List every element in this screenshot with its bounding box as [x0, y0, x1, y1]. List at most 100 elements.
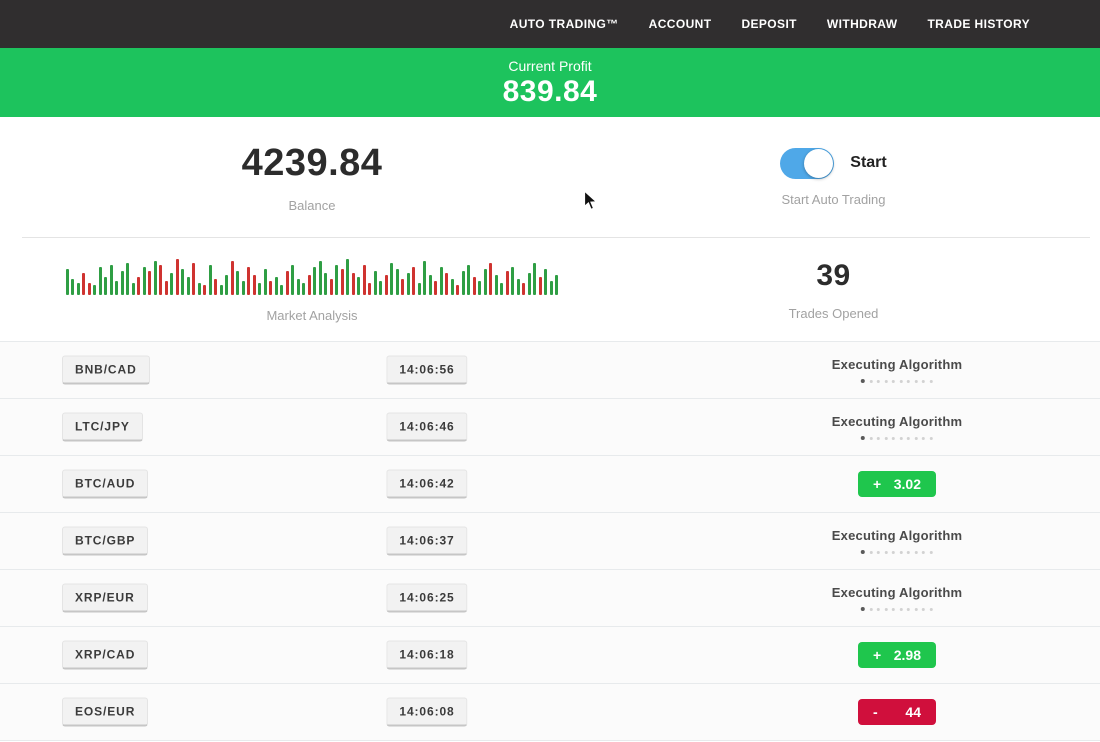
market-bar: [544, 268, 548, 295]
balance-value: 4239.84: [241, 141, 383, 184]
market-bar: [164, 280, 168, 295]
market-bar: [549, 280, 553, 295]
trade-status: Executing Algorithm: [832, 342, 962, 398]
trade-row: LTC/JPY 14:06:46 Executing Algorithm: [0, 399, 1100, 456]
trade-status: + 2.98: [858, 627, 936, 683]
pair-badge[interactable]: BTC/AUD: [62, 469, 149, 499]
nav-item[interactable]: AUTO TRADING™: [509, 17, 619, 31]
market-bar: [390, 262, 394, 295]
market-bar: [428, 274, 432, 295]
pair-badge[interactable]: EOS/EUR: [62, 697, 149, 727]
market-bar: [126, 262, 130, 295]
status-dots-loader: [861, 379, 933, 383]
toggle-knob: [804, 148, 834, 178]
market-bar: [478, 280, 482, 295]
nav-item[interactable]: DEPOSIT: [741, 17, 797, 31]
pair-badge[interactable]: BTC/GBP: [62, 526, 149, 556]
market-bar: [494, 274, 498, 295]
trade-status: Executing Algorithm: [832, 570, 962, 626]
market-bar: [329, 278, 333, 295]
trade-status: + 3.02: [858, 456, 936, 512]
loader-dot: [929, 436, 933, 440]
market-bar: [324, 272, 328, 295]
section-divider: [22, 237, 1090, 238]
market-bar: [538, 276, 542, 295]
loader-dot: [884, 379, 888, 383]
loader-dot: [877, 436, 881, 440]
market-bar: [461, 270, 465, 295]
market-bar: [203, 284, 207, 295]
loader-dot: [869, 607, 873, 611]
time-badge: 14:06:25: [386, 583, 468, 613]
market-analysis-stat: Market Analysis: [0, 238, 624, 341]
loader-dot: [869, 550, 873, 554]
pair-badge[interactable]: BNB/CAD: [62, 355, 150, 385]
market-bar: [417, 282, 421, 295]
market-bar: [296, 278, 300, 295]
market-bar: [516, 278, 520, 295]
loader-dot: [929, 607, 933, 611]
trade-status: - 44: [858, 684, 936, 740]
time-badge: 14:06:56: [386, 355, 468, 385]
status-executing: Executing Algorithm: [832, 585, 962, 611]
loader-dot: [929, 550, 933, 554]
market-bar: [192, 262, 196, 295]
toggle-wrap: Start: [780, 147, 887, 179]
market-bar: [148, 270, 152, 295]
trade-row: EOS/EUR 14:06:08 - 44: [0, 684, 1100, 741]
trades-list: BNB/CAD 14:06:56 Executing Algorithm LTC…: [0, 341, 1100, 741]
auto-trading-toggle[interactable]: [780, 147, 835, 179]
trades-opened-stat: 39 Trades Opened: [624, 238, 1043, 341]
market-bar: [505, 270, 509, 295]
result-amount: 3.02: [893, 476, 921, 492]
market-bar: [159, 264, 163, 295]
market-bar: [230, 260, 234, 295]
loader-dot: [892, 550, 896, 554]
market-bar: [450, 278, 454, 295]
market-bar: [357, 276, 361, 295]
market-bar: [104, 276, 108, 295]
result-amount: 2.98: [893, 647, 921, 663]
profit-banner: Current Profit 839.84: [0, 48, 1100, 117]
loader-dot: [869, 436, 873, 440]
loader-dot: [922, 379, 926, 383]
pair-badge[interactable]: XRP/CAD: [62, 640, 149, 670]
nav-item[interactable]: ACCOUNT: [648, 17, 712, 31]
loader-dot: [922, 550, 926, 554]
market-bar: [291, 264, 295, 295]
market-bar: [500, 282, 504, 295]
time-badge: 14:06:37: [386, 526, 468, 556]
market-bar: [467, 264, 471, 295]
time-badge: 14:06:46: [386, 412, 468, 442]
market-bar: [527, 272, 531, 295]
market-bar: [109, 264, 113, 295]
loader-dot: [899, 379, 903, 383]
status-executing: Executing Algorithm: [832, 528, 962, 554]
loader-dot: [861, 436, 866, 440]
market-bar: [181, 268, 185, 295]
pair-badge[interactable]: XRP/EUR: [62, 583, 148, 613]
market-bar: [98, 266, 102, 295]
time-badge: 14:06:42: [386, 469, 468, 499]
market-bar: [351, 272, 355, 295]
balance-label: Balance: [288, 197, 336, 213]
stats-row-top: 4239.84 Balance Start Start Auto Trading: [0, 117, 1100, 237]
status-label: Executing Algorithm: [831, 585, 963, 600]
market-bar: [219, 284, 223, 295]
loader-dot: [877, 607, 881, 611]
loader-dot: [899, 607, 903, 611]
nav-item[interactable]: WITHDRAW: [826, 17, 898, 31]
loader-dot: [929, 379, 933, 383]
loader-dot: [907, 379, 911, 383]
market-bar: [247, 266, 251, 295]
nav-item[interactable]: TRADE HISTORY: [927, 17, 1030, 31]
market-bar: [142, 266, 146, 295]
market-bar: [368, 282, 372, 295]
status-label: Executing Algorithm: [831, 414, 963, 429]
market-bar: [65, 268, 69, 295]
pair-badge[interactable]: LTC/JPY: [62, 412, 143, 442]
market-bar: [307, 274, 311, 295]
market-bars-chart: [65, 257, 559, 295]
market-bar: [313, 266, 317, 295]
trade-row: BTC/GBP 14:06:37 Executing Algorithm: [0, 513, 1100, 570]
